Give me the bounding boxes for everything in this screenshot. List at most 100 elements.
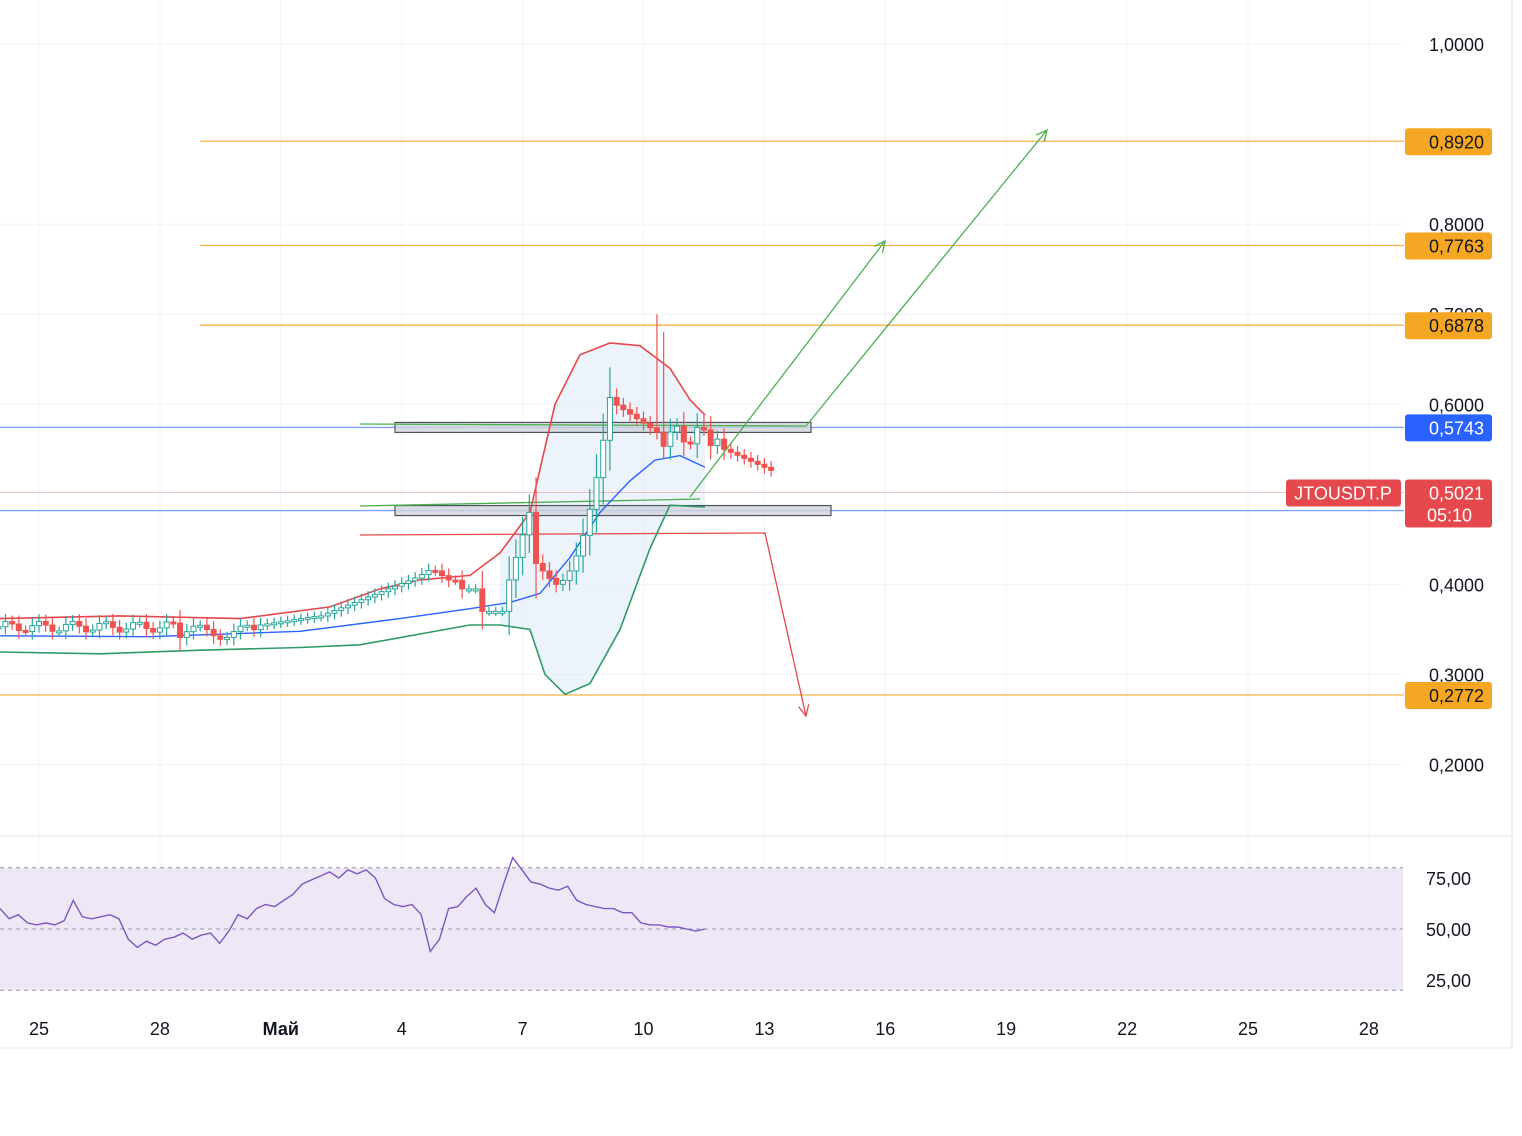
candle[interactable]: [398, 583, 405, 587]
price-level-tag[interactable]: [1405, 414, 1492, 442]
candle[interactable]: [418, 574, 425, 579]
candle[interactable]: [734, 451, 741, 456]
candle[interactable]: [694, 427, 701, 445]
price-level-tag[interactable]: [1405, 312, 1492, 340]
candle[interactable]: [203, 624, 210, 631]
candle[interactable]: [653, 427, 660, 433]
candle[interactable]: [96, 622, 103, 631]
candle[interactable]: [156, 627, 163, 633]
support-zone[interactable]: [394, 504, 832, 517]
candle[interactable]: [130, 622, 137, 630]
candle[interactable]: [224, 636, 231, 640]
arrow-up-target-2[interactable]: [689, 240, 886, 498]
price-axis[interactable]: 1,00000,80000,70000,60000,40000,30000,20…: [1286, 35, 1492, 776]
price-level-tag[interactable]: [1405, 232, 1492, 260]
symbol-tag[interactable]: [1286, 479, 1401, 507]
candle[interactable]: [707, 429, 714, 447]
candle[interactable]: [264, 623, 271, 627]
candle[interactable]: [747, 457, 754, 462]
trend-line[interactable]: [359, 532, 766, 536]
candle[interactable]: [600, 439, 607, 479]
candle[interactable]: [237, 625, 244, 633]
candle[interactable]: [103, 621, 110, 625]
candle[interactable]: [69, 620, 76, 625]
candle[interactable]: [304, 617, 311, 621]
candle[interactable]: [700, 427, 707, 431]
candle[interactable]: [378, 591, 385, 595]
candle[interactable]: [170, 621, 177, 625]
candle[interactable]: [89, 629, 96, 633]
candle[interactable]: [553, 577, 560, 585]
candle[interactable]: [244, 624, 251, 628]
candle[interactable]: [714, 438, 721, 447]
candle[interactable]: [271, 622, 278, 626]
candle[interactable]: [177, 622, 184, 638]
candle[interactable]: [56, 630, 63, 634]
candle[interactable]: [727, 448, 734, 453]
candle[interactable]: [385, 588, 392, 593]
candle[interactable]: [586, 508, 593, 536]
candle[interactable]: [29, 625, 36, 633]
candle[interactable]: [620, 404, 627, 411]
candle[interactable]: [331, 610, 338, 614]
candle[interactable]: [566, 570, 573, 581]
candle[interactable]: [22, 629, 29, 633]
candle[interactable]: [230, 631, 237, 638]
candle[interactable]: [559, 579, 566, 585]
candle[interactable]: [506, 579, 513, 612]
candle[interactable]: [15, 623, 22, 631]
price-level-tag[interactable]: [1405, 128, 1492, 156]
candle[interactable]: [492, 610, 499, 614]
candle[interactable]: [687, 441, 694, 445]
candle[interactable]: [533, 511, 540, 564]
candle[interactable]: [405, 580, 412, 585]
candle[interactable]: [680, 425, 687, 443]
candle[interactable]: [526, 511, 533, 536]
candle[interactable]: [344, 604, 351, 609]
candle[interactable]: [512, 556, 519, 581]
candle[interactable]: [754, 460, 761, 465]
candle[interactable]: [674, 425, 681, 433]
candle[interactable]: [324, 612, 331, 617]
candle[interactable]: [472, 588, 479, 592]
candle[interactable]: [606, 396, 613, 441]
candle[interactable]: [391, 585, 398, 590]
candle[interactable]: [721, 438, 728, 450]
candle[interactable]: [499, 610, 506, 614]
candle[interactable]: [0, 626, 2, 630]
price-level-tag[interactable]: [1405, 682, 1492, 710]
candle[interactable]: [573, 555, 580, 572]
candle[interactable]: [150, 627, 157, 633]
candle[interactable]: [452, 579, 459, 583]
candle[interactable]: [49, 624, 56, 632]
candle[interactable]: [647, 422, 654, 429]
candle[interactable]: [217, 635, 224, 640]
candle[interactable]: [257, 624, 264, 631]
candle[interactable]: [351, 601, 358, 606]
candle[interactable]: [318, 615, 325, 619]
candle[interactable]: [593, 477, 600, 510]
candle[interactable]: [9, 621, 16, 625]
candle[interactable]: [358, 599, 365, 603]
candle[interactable]: [439, 570, 445, 577]
candle[interactable]: [311, 616, 318, 620]
candle[interactable]: [190, 625, 197, 633]
candle[interactable]: [83, 625, 90, 633]
candle[interactable]: [2, 621, 9, 628]
candle[interactable]: [109, 621, 116, 628]
candle[interactable]: [62, 623, 69, 632]
candle[interactable]: [546, 570, 553, 579]
candle[interactable]: [371, 593, 378, 598]
candle[interactable]: [633, 413, 640, 420]
candle[interactable]: [197, 624, 204, 628]
arrow-down-target[interactable]: [764, 532, 807, 717]
candle[interactable]: [338, 607, 345, 612]
candle[interactable]: [143, 621, 150, 629]
candles[interactable]: [0, 314, 775, 651]
candle[interactable]: [277, 621, 284, 625]
candle[interactable]: [613, 396, 620, 406]
candle[interactable]: [123, 628, 130, 633]
candle[interactable]: [768, 466, 775, 471]
candle[interactable]: [116, 626, 123, 633]
